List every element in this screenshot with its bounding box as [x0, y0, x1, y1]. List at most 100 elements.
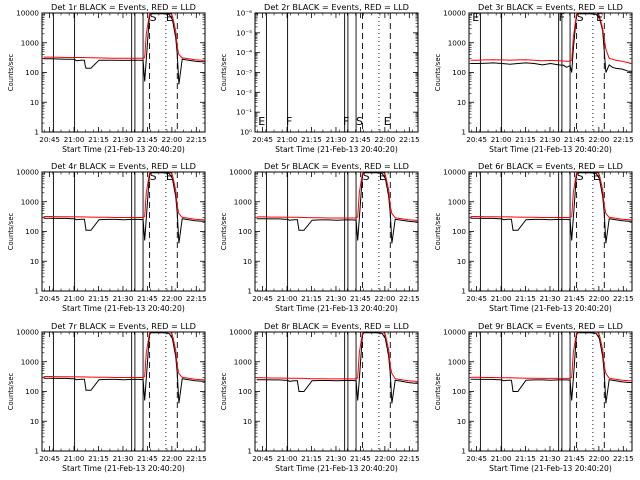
x-tick-label: 21:00 — [277, 135, 298, 144]
x-axis-label: Start Time (21-Feb-13 20:40:20) — [489, 464, 612, 473]
x-tick-label: 21:45 — [350, 294, 371, 303]
lld-series-line — [256, 332, 418, 382]
flag-label: E — [593, 170, 600, 183]
flag-label: F — [343, 115, 349, 128]
y-tick-label: 10 — [30, 98, 40, 107]
flag-label: S — [577, 170, 584, 183]
x-tick-label: 22:00 — [589, 454, 610, 463]
x-tick-label: 20:45 — [466, 135, 487, 144]
events-series-line — [43, 13, 205, 85]
lld-series-line — [43, 172, 205, 221]
y-tick-label: 1000 — [448, 357, 467, 366]
x-tick-label: 22:00 — [375, 294, 396, 303]
lld-series-line — [470, 13, 632, 64]
y-tick-label: 10 — [30, 257, 40, 266]
flag-label: E — [384, 115, 391, 128]
x-tick-label: 20:45 — [39, 294, 60, 303]
x-tick-label: 22:00 — [162, 135, 183, 144]
x-tick-label: 22:15 — [613, 294, 634, 303]
y-axis-label: Counts/sec — [220, 373, 228, 411]
detector-panel: Det 3r BLACK = Events, RED = LLD 1 10 100 10… — [434, 2, 634, 154]
x-tick-label: 21:30 — [113, 135, 134, 144]
y-tick-label: 10⁻³ — [236, 68, 252, 77]
y-axis-label: Counts/sec — [434, 54, 442, 92]
x-tick-label: 21:30 — [326, 135, 347, 144]
x-tick-label: 21:30 — [113, 454, 134, 463]
detector-panel: Det 7r BLACK = Events, RED = LLD 1 10 100 10… — [7, 321, 207, 473]
y-axis-label: Counts/sec — [7, 373, 15, 411]
y-tick-label: 100 — [25, 68, 39, 77]
flag-label: S — [363, 170, 370, 183]
y-tick-label: 100 — [452, 227, 466, 236]
x-tick-label: 21:45 — [564, 135, 585, 144]
events-series-line — [43, 172, 205, 244]
y-axis-label: Counts/sec — [7, 54, 15, 92]
events-series-line — [470, 172, 632, 244]
y-tick-label: 1 — [247, 287, 252, 296]
x-tick-label: 22:00 — [162, 454, 183, 463]
y-tick-label: 100 — [238, 227, 252, 236]
x-tick-label: 21:45 — [564, 294, 585, 303]
x-tick-label: 21:45 — [137, 135, 158, 144]
x-tick-label: 22:15 — [613, 454, 634, 463]
x-tick-label: 22:15 — [399, 135, 420, 144]
y-axis-label: Counts/sec — [434, 213, 442, 251]
x-tick-label: 21:45 — [350, 454, 371, 463]
x-tick-label: 21:30 — [113, 294, 134, 303]
plot-frame — [254, 12, 419, 133]
x-tick-label: 22:00 — [589, 135, 610, 144]
lld-series-line — [256, 172, 418, 221]
events-series-line — [256, 172, 418, 244]
x-tick-label: 21:00 — [277, 454, 298, 463]
x-axis-label: Start Time (21-Feb-13 20:40:20) — [275, 145, 398, 154]
detector-panel: Det 8r BLACK = Events, RED = LLD 1 10 100 10… — [220, 321, 420, 473]
y-tick-label: 100 — [25, 387, 39, 396]
x-tick-label: 21:00 — [64, 294, 85, 303]
flag-label: S — [150, 170, 157, 183]
flag-label: S — [356, 115, 363, 128]
flag-label: E — [166, 11, 173, 24]
y-tick-label: 10000 — [229, 328, 252, 337]
flag-label: E — [596, 11, 603, 24]
y-tick-label: 1 — [34, 287, 39, 296]
y-tick-label: 10000 — [16, 328, 39, 337]
x-tick-label: 21:45 — [350, 135, 371, 144]
x-tick-label: 22:00 — [162, 294, 183, 303]
plot-frame — [468, 12, 633, 133]
y-tick-label: 10 — [457, 98, 467, 107]
y-axis-label: Counts/sec — [7, 213, 15, 251]
y-tick-label: 1000 — [234, 197, 253, 206]
x-tick-label: 20:45 — [466, 454, 487, 463]
x-tick-label: 21:00 — [64, 135, 85, 144]
x-tick-label: 21:15 — [88, 294, 109, 303]
detector-panel: Det 5r BLACK = Events, RED = LLD 1 10 100 10… — [220, 161, 420, 313]
y-tick-label: 10⁻² — [236, 88, 252, 97]
y-tick-label: 1 — [461, 447, 466, 456]
x-tick-label: 21:15 — [515, 454, 536, 463]
y-tick-label: 10⁰ — [240, 128, 252, 137]
detector-panel: Det 9r BLACK = Events, RED = LLD 1 10 100 10… — [434, 321, 634, 473]
x-tick-label: 20:45 — [39, 454, 60, 463]
x-tick-label: 20:45 — [39, 135, 60, 144]
x-tick-label: 21:30 — [540, 135, 561, 144]
y-axis-label: Counts/sec — [220, 213, 228, 251]
panel-title: Det 1r BLACK = Events, RED = LLD — [51, 2, 196, 12]
y-tick-label: 100 — [238, 387, 252, 396]
x-tick-label: 21:00 — [277, 294, 298, 303]
x-tick-label: 21:15 — [301, 294, 322, 303]
x-tick-label: 21:45 — [137, 294, 158, 303]
y-axis-label: Counts/sec — [434, 373, 442, 411]
flag-label: S — [150, 11, 157, 24]
x-tick-label: 20:45 — [252, 454, 273, 463]
y-tick-label: 10⁻⁴ — [236, 48, 252, 57]
flag-label: E — [472, 11, 479, 24]
x-tick-label: 21:30 — [326, 294, 347, 303]
flag-label: S — [577, 11, 584, 24]
y-tick-label: 1 — [247, 447, 252, 456]
detector-panel: Det 1r BLACK = Events, RED = LLD 1 10 100 10… — [7, 2, 207, 154]
x-tick-label: 21:15 — [301, 135, 322, 144]
x-axis-label: Start Time (21-Feb-13 20:40:20) — [62, 464, 185, 473]
flag-label: E — [379, 170, 386, 183]
detector-panel: Det 4r BLACK = Events, RED = LLD 1 10 100 10… — [7, 161, 207, 313]
y-tick-label: 10 — [30, 417, 40, 426]
